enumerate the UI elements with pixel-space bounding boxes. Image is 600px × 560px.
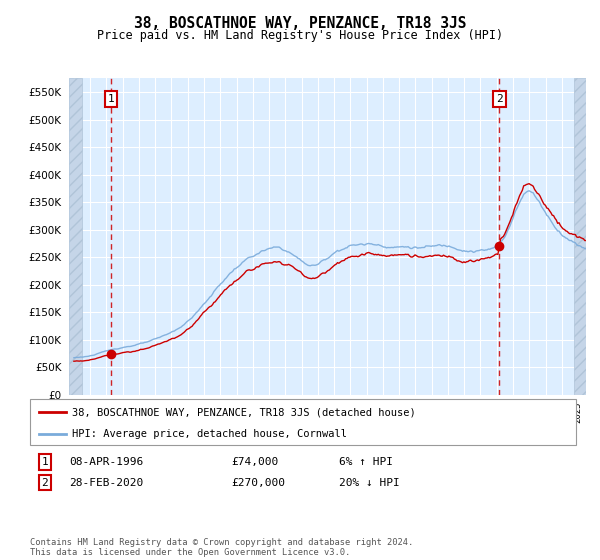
Text: £74,000: £74,000 bbox=[231, 457, 278, 467]
Text: 1: 1 bbox=[41, 457, 49, 467]
Text: Contains HM Land Registry data © Crown copyright and database right 2024.
This d: Contains HM Land Registry data © Crown c… bbox=[30, 538, 413, 557]
Text: 6% ↑ HPI: 6% ↑ HPI bbox=[339, 457, 393, 467]
Bar bbox=[574, 78, 586, 395]
Text: HPI: Average price, detached house, Cornwall: HPI: Average price, detached house, Corn… bbox=[72, 429, 347, 438]
Text: 28-FEB-2020: 28-FEB-2020 bbox=[69, 478, 143, 488]
Text: 20% ↓ HPI: 20% ↓ HPI bbox=[339, 478, 400, 488]
Text: 2: 2 bbox=[496, 94, 503, 104]
Text: 38, BOSCATHNOE WAY, PENZANCE, TR18 3JS: 38, BOSCATHNOE WAY, PENZANCE, TR18 3JS bbox=[134, 16, 466, 31]
Text: 38, BOSCATHNOE WAY, PENZANCE, TR18 3JS (detached house): 38, BOSCATHNOE WAY, PENZANCE, TR18 3JS (… bbox=[72, 407, 416, 417]
Text: 2: 2 bbox=[41, 478, 49, 488]
Text: £270,000: £270,000 bbox=[231, 478, 285, 488]
Bar bbox=[69, 78, 82, 395]
Text: 08-APR-1996: 08-APR-1996 bbox=[69, 457, 143, 467]
Text: Price paid vs. HM Land Registry's House Price Index (HPI): Price paid vs. HM Land Registry's House … bbox=[97, 29, 503, 42]
Text: 1: 1 bbox=[107, 94, 114, 104]
